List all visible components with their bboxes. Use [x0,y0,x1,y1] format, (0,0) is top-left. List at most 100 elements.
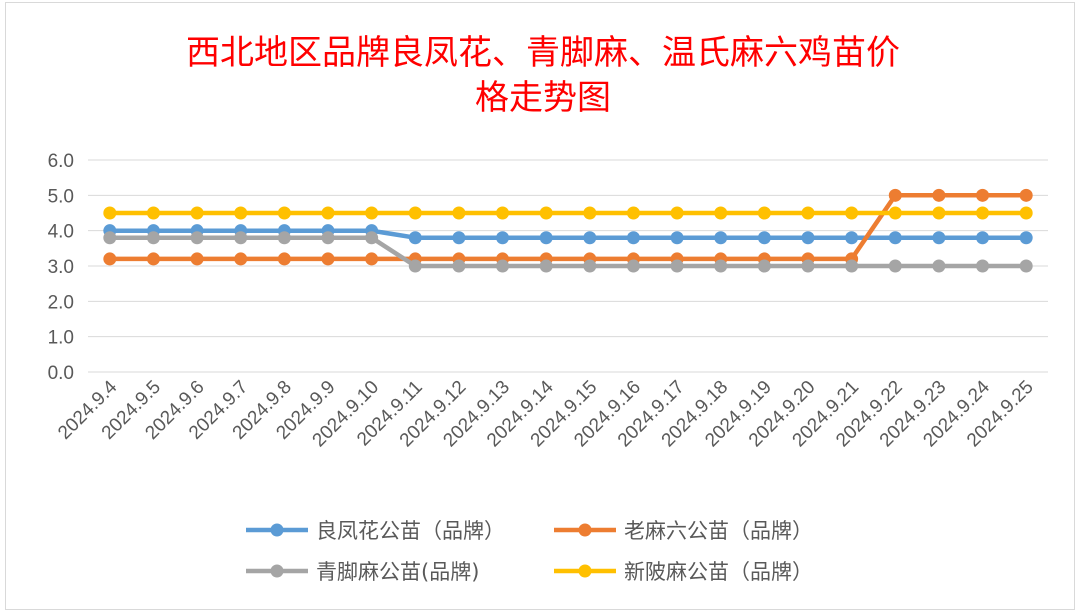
data-point [539,259,553,273]
data-point [321,252,335,266]
legend-marker [578,564,592,578]
data-point [234,206,248,220]
data-point [932,231,946,245]
data-point [714,206,728,220]
legend-label: 青脚麻公苗(品牌) [316,560,479,584]
legend-item: 老麻六公苗（品牌） [554,519,813,543]
data-point [190,231,204,245]
data-point [452,231,466,245]
legend-item: 青脚麻公苗(品牌) [246,560,479,584]
data-point [626,206,640,220]
data-point [234,231,248,245]
data-point [932,188,946,202]
data-point [976,206,990,220]
data-point [408,231,422,245]
data-point [103,231,117,245]
data-point [583,206,597,220]
data-point [1019,231,1033,245]
data-point [190,206,204,220]
data-point [234,252,248,266]
data-point [670,231,684,245]
data-point [496,231,510,245]
data-point [583,231,597,245]
y-tick-label: 0.0 [48,363,74,384]
series-4 [103,206,1033,220]
y-tick-label: 4.0 [48,222,74,243]
data-point [801,231,815,245]
data-point [539,231,553,245]
legend-marker [578,523,592,537]
data-point [103,206,117,220]
chart-title-line1: 西北地区品牌良凤花、青脚麻、温氏麻六鸡苗价 [186,33,900,73]
series-line [109,193,1027,262]
y-tick-label: 3.0 [48,257,74,278]
data-point [845,231,859,245]
data-point [845,259,859,273]
data-point [408,206,422,220]
series-3 [103,231,1033,273]
data-point [801,206,815,220]
data-point [146,231,160,245]
data-point [626,259,640,273]
line-chart: 西北地区品牌良凤花、青脚麻、温氏麻六鸡苗价 格走势图 0.0 1.0 2.0 3.0 4… [48,33,1048,584]
legend-marker [270,523,284,537]
legend-item: 新陂麻公苗（品牌） [554,560,813,584]
data-point [321,231,335,245]
y-axis: 0.0 1.0 2.0 3.0 4.0 5.0 6.0 [48,151,74,384]
data-point [845,206,859,220]
data-point [888,231,902,245]
data-point [757,206,771,220]
y-tick-label: 2.0 [48,292,74,313]
data-point [976,231,990,245]
data-point [146,206,160,220]
data-point [932,206,946,220]
data-point [1019,259,1033,273]
data-point [1019,188,1033,202]
data-point [146,252,160,266]
series-lines [103,188,1033,273]
data-point [757,231,771,245]
data-point [277,206,291,220]
chart-area: 西北地区品牌良凤花、青脚麻、温氏麻六鸡苗价 格走势图 0.0 1.0 2.0 3.0 4… [5,2,1075,610]
data-point [496,259,510,273]
data-point [190,252,204,266]
data-point [888,188,902,202]
data-point [757,259,771,273]
data-point [452,259,466,273]
series-line [109,235,1027,269]
data-point [670,206,684,220]
legend-item: 良凤花公苗（品牌） [246,519,505,543]
data-point [888,206,902,220]
y-tick-label: 6.0 [48,151,74,172]
data-point [1019,206,1033,220]
data-point [932,259,946,273]
legend-marker [270,564,284,578]
data-point [714,259,728,273]
data-point [408,259,422,273]
data-point [321,206,335,220]
data-point [496,206,510,220]
data-point [539,206,553,220]
data-point [670,259,684,273]
series-line [109,228,1027,240]
data-point [452,206,466,220]
legend: 良凤花公苗（品牌） 老麻六公苗（品牌） 青脚麻公苗(品牌) 新陂麻公苗（品牌） [246,519,813,584]
data-point [801,259,815,273]
data-point [277,252,291,266]
data-point [976,188,990,202]
data-point [277,231,291,245]
data-point [888,259,902,273]
x-axis: 2024.9.42024.9.52024.9.62024.9.72024.9.8… [54,376,1038,451]
y-tick-label: 1.0 [48,328,74,349]
legend-label: 新陂麻公苗（品牌） [624,560,813,584]
data-point [626,231,640,245]
data-point [365,231,379,245]
legend-label: 老麻六公苗（品牌） [624,519,813,543]
data-point [714,231,728,245]
data-point [365,252,379,266]
data-point [365,206,379,220]
data-point [976,259,990,273]
data-point [583,259,597,273]
y-tick-label: 5.0 [48,186,74,207]
data-point [103,252,117,266]
